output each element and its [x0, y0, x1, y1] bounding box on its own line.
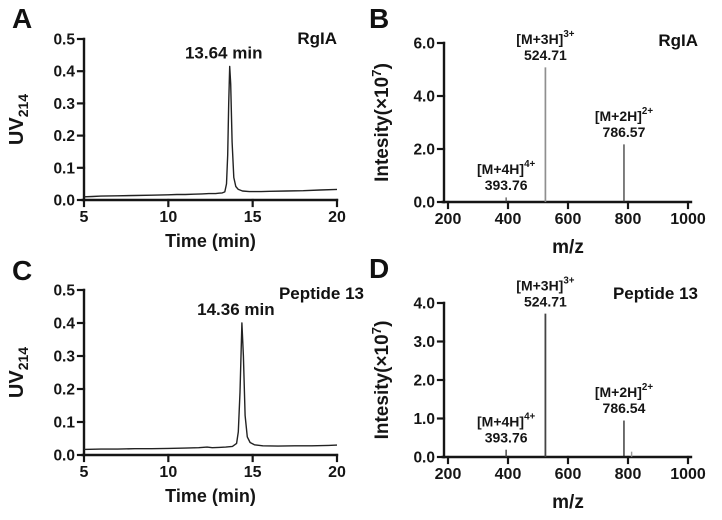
- y-tick-label-d: 0.0: [413, 450, 435, 467]
- panel-c-letter: C: [12, 255, 33, 286]
- y-tick-label-d: 1.0: [413, 411, 435, 428]
- x-axis-title-a: Time (min): [165, 231, 256, 251]
- x-tick-label-c: 20: [328, 464, 346, 481]
- y-axis-title-c: UV214: [6, 347, 31, 398]
- y-tick-label-d: 3.0: [413, 334, 435, 351]
- peak-time-label-c: 14.36 min: [197, 300, 275, 319]
- x-tick-label-b: 800: [615, 211, 642, 228]
- x-tick-label-a: 5: [80, 209, 89, 226]
- x-axis-title-b: m/z: [552, 237, 584, 258]
- panel-d-letter: D: [369, 253, 390, 284]
- y-tick-label-a: 0.4: [53, 64, 75, 81]
- chromatogram-trace-a: [83, 65, 338, 198]
- y-tick-label-b: 2.0: [413, 142, 435, 159]
- mz-value-label-d: 786.54: [603, 400, 646, 416]
- x-tick-label-a: 15: [244, 209, 262, 226]
- y-tick-label-b: 0.0: [413, 195, 435, 212]
- x-tick-label-c: 5: [80, 464, 89, 481]
- x-tick-label-c: 15: [244, 464, 262, 481]
- x-tick-label-d: 200: [435, 466, 462, 483]
- mz-value-label-d: 524.71: [524, 294, 567, 310]
- y-tick-label-a: 0.2: [53, 128, 75, 145]
- x-axis-title-c: Time (min): [165, 486, 256, 506]
- panel-b-sample-label: RgIA: [658, 31, 698, 50]
- peak-time-label-a: 13.64 min: [185, 43, 263, 62]
- panel-a-sample-label: RgIA: [297, 29, 337, 48]
- mz-value-label-d: 393.76: [485, 429, 528, 445]
- x-tick-label-b: 1000: [670, 211, 706, 228]
- ion-label-d: [M+3H]3+: [516, 276, 575, 294]
- y-tick-label-c: 0.0: [53, 448, 75, 465]
- y-tick-label-c: 0.3: [53, 349, 75, 366]
- y-tick-label-b: 4.0: [413, 89, 435, 106]
- y-tick-label-a: 0.0: [53, 193, 75, 210]
- y-tick-label-c: 0.4: [53, 316, 75, 333]
- chromatogram-trace-c: [83, 322, 338, 451]
- x-tick-label-d: 600: [555, 466, 582, 483]
- y-axis-title-b: Intesity(×107): [369, 63, 393, 182]
- ion-label-b: [M+4H]4+: [477, 159, 536, 177]
- ion-label-b: [M+2H]2+: [595, 106, 654, 124]
- y-tick-label-c: 0.5: [53, 283, 75, 300]
- y-tick-label-d: 2.0: [413, 373, 435, 390]
- ion-label-b: [M+3H]3+: [516, 29, 575, 47]
- x-tick-label-d: 1000: [670, 466, 706, 483]
- mz-value-label-b: 524.71: [524, 47, 567, 63]
- panel-c-sample-label: Peptide 13: [278, 284, 364, 303]
- panel-d-sample-label: Peptide 13: [612, 284, 698, 303]
- y-tick-label-a: 0.5: [53, 32, 75, 49]
- y-tick-label-a: 0.3: [53, 96, 75, 113]
- x-tick-label-a: 10: [159, 209, 177, 226]
- y-tick-label-c: 0.1: [53, 415, 75, 432]
- y-axis-title-d: Intesity(×107): [369, 321, 393, 440]
- ion-label-d: [M+2H]2+: [595, 382, 654, 400]
- y-tick-label-c: 0.2: [53, 382, 75, 399]
- x-tick-label-d: 800: [615, 466, 642, 483]
- mz-value-label-b: 786.57: [603, 124, 646, 140]
- mz-value-label-b: 393.76: [485, 177, 528, 193]
- ion-label-d: [M+4H]4+: [477, 411, 536, 429]
- y-axis-title-a: UV214: [6, 94, 31, 145]
- x-tick-label-b: 600: [555, 211, 582, 228]
- x-tick-label-b: 200: [435, 211, 462, 228]
- panel-a-letter: A: [12, 3, 33, 34]
- x-tick-label-d: 400: [495, 466, 522, 483]
- x-tick-label-c: 10: [159, 464, 177, 481]
- x-tick-label-a: 20: [328, 209, 346, 226]
- x-tick-label-b: 400: [495, 211, 522, 228]
- y-tick-label-d: 4.0: [413, 296, 435, 313]
- panel-b-letter: B: [369, 3, 390, 34]
- y-tick-label-b: 6.0: [413, 36, 435, 53]
- x-axis-title-d: m/z: [552, 492, 584, 513]
- y-tick-label-a: 0.1: [53, 160, 75, 177]
